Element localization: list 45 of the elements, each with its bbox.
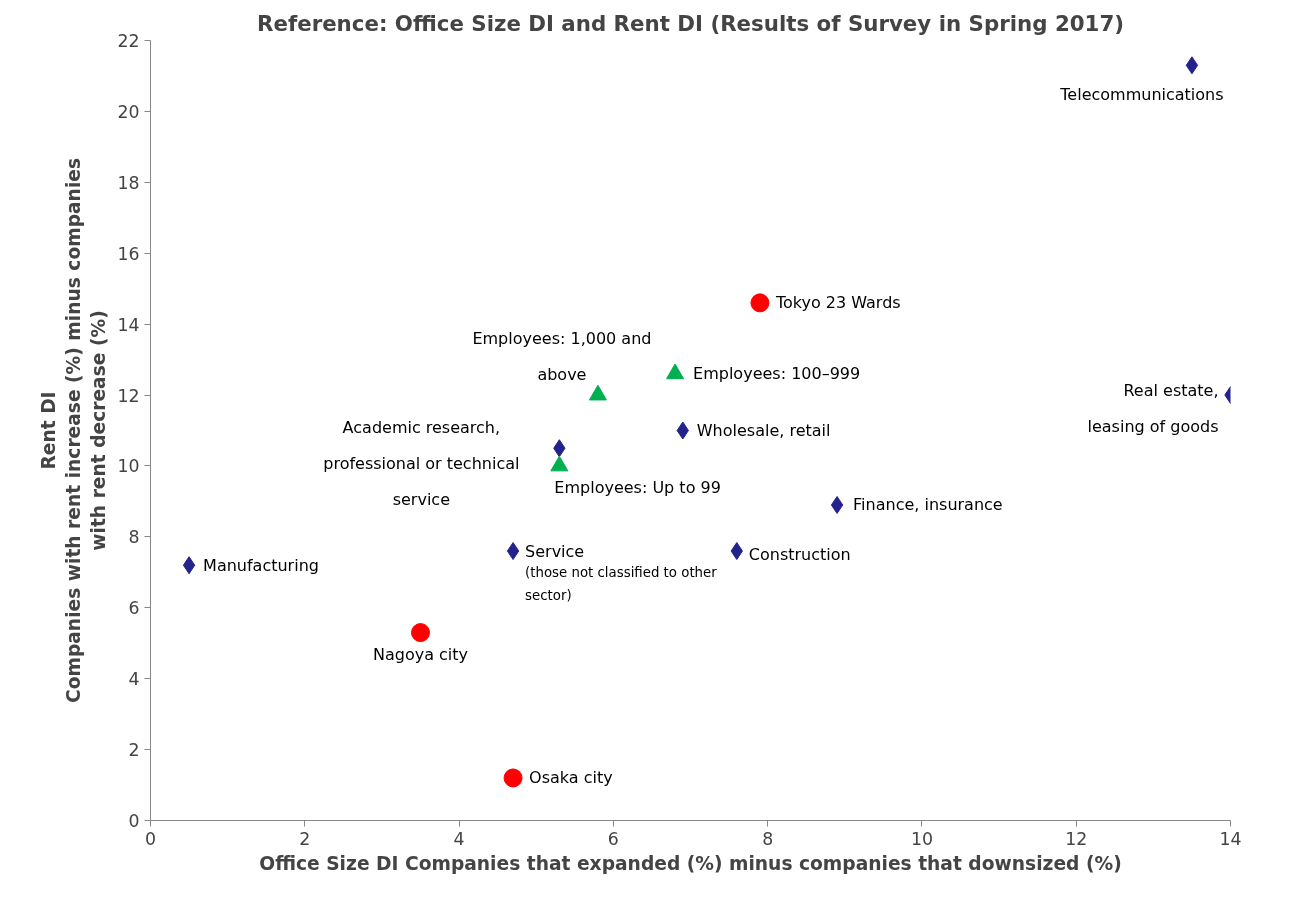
annotation: Telecommunications [1059,85,1224,105]
point [750,293,770,313]
y-tick-label: 20 [117,101,140,122]
y-axis-title: Rent DI Companies with rent increase (%) minus companies with rent decrease (%) [38,157,110,704]
y-tick-label: 12 [117,385,140,406]
annotation: Tokyo 23 Wards [774,293,901,313]
chart-title: Reference: Office Size DI and Rent DI (Results of Survey in Spring 2017) [257,10,1124,36]
point [411,623,430,643]
x-axis-title: Office Size DI Companies that expanded (%) minus companies that downsized (%) [259,852,1122,874]
y-tick-label: 14 [117,314,140,335]
y-tick-label: 18 [117,172,140,193]
y-tick-label: 2 [128,740,140,761]
x-tick-label: 4 [453,828,465,849]
y-tick-label: 0 [128,811,140,831]
annotation: Nagoya city [372,644,469,664]
annotation: Construction [748,544,851,564]
point [830,495,844,514]
x-tick-label: 8 [762,828,774,849]
annotation: Wholesale, retail [696,421,831,440]
annotation: Employees: Up to 99 [554,477,721,497]
y-tick-label: 16 [117,243,140,264]
annotation: Employees: 1,000 and above [472,329,652,385]
annotation: Osaka city [529,768,613,788]
y-tick-label: 8 [128,527,140,548]
y-tick-label: 4 [128,669,140,690]
y-tick-label: 22 [117,31,140,51]
annotation: Real estate, leasing of goods [1087,381,1219,437]
x-tick-label: 12 [1065,828,1088,849]
point [1185,56,1199,75]
point [506,542,520,561]
x-tick-label: 10 [910,828,933,849]
annotation: (those not classified to other sector) [525,565,718,603]
point [503,768,523,788]
y-tick-label: 6 [128,598,140,619]
x-tick-label: 0 [144,828,157,849]
annotation: Manufacturing [203,555,319,575]
annotation: Academic research, professional or technical service [323,418,520,510]
y-tick-label: 10 [117,456,140,477]
x-tick-label: 6 [607,828,619,849]
annotation: Service [525,541,585,561]
x-tick-label: 14 [1219,828,1242,849]
point [182,556,196,575]
annotation: Finance, insurance [853,495,1003,515]
annotation: Employees: 100–999 [693,364,861,384]
x-tick-label: 2 [299,828,311,849]
